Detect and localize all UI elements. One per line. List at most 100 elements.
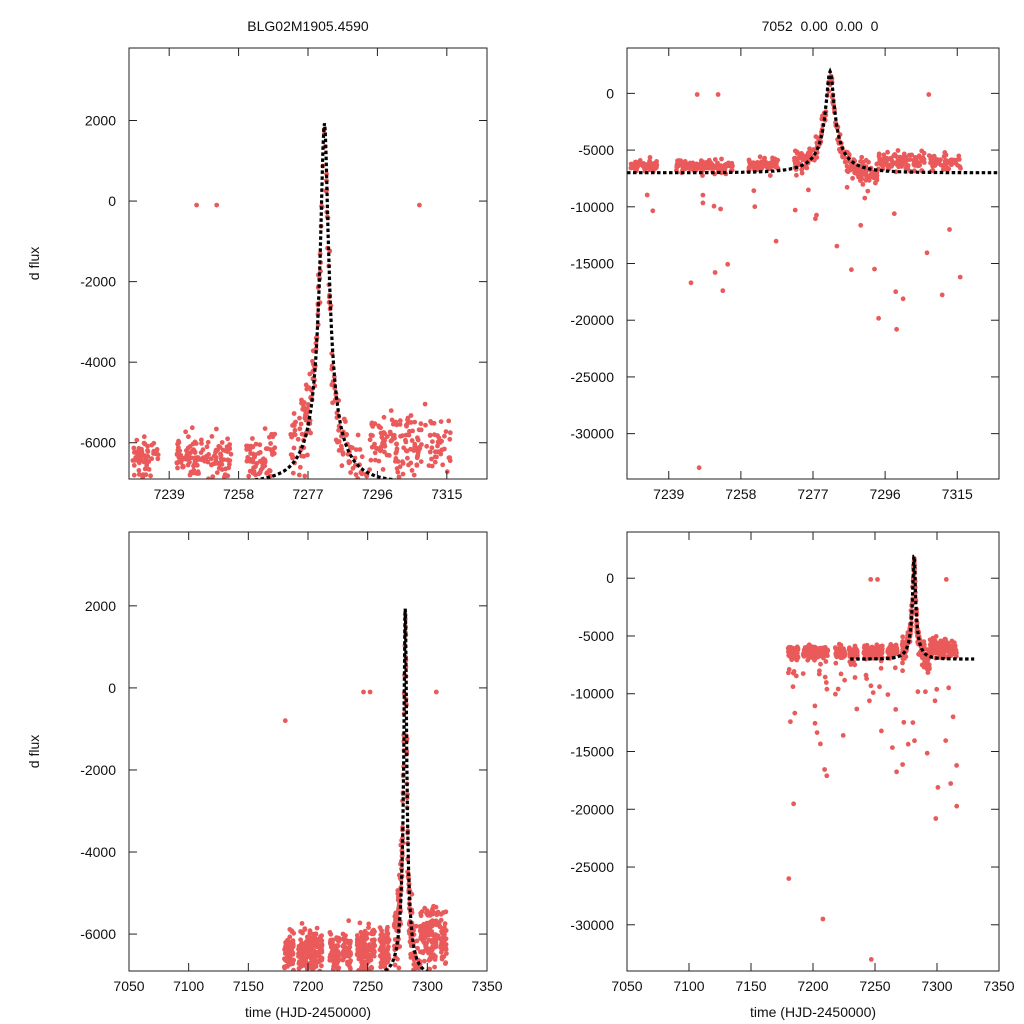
data-point: [927, 637, 933, 643]
data-point: [199, 441, 204, 446]
data-point: [385, 945, 391, 950]
data-point: [430, 909, 436, 914]
data-point: [356, 968, 361, 971]
data-point: [181, 464, 186, 470]
data-point: [823, 659, 829, 664]
data-point: [149, 456, 155, 462]
data-point: [926, 92, 932, 97]
data-point: [297, 426, 303, 432]
data-point: [342, 939, 348, 944]
data-point: [347, 965, 353, 970]
data-point: [298, 937, 303, 943]
data-point: [314, 925, 320, 931]
data-point: [715, 92, 721, 97]
data-point: [354, 936, 360, 942]
y-tick-label: 0: [108, 680, 116, 696]
data-point: [878, 647, 884, 653]
data-point: [751, 164, 756, 170]
data-point: [923, 664, 928, 670]
data-point: [761, 156, 767, 162]
data-point: [824, 649, 830, 654]
data-point: [291, 930, 297, 936]
data-point: [909, 152, 915, 158]
data-point: [293, 419, 298, 425]
data-point: [354, 933, 360, 938]
data-point: [366, 921, 372, 927]
data-point: [858, 222, 864, 228]
data-point: [299, 453, 304, 459]
data-point: [372, 450, 378, 456]
data-point: [419, 909, 425, 914]
data-point: [302, 926, 308, 931]
data-point: [336, 935, 342, 941]
data-point: [208, 456, 214, 462]
y-tick-label: -30000: [570, 917, 614, 933]
data-point: [225, 436, 231, 442]
data-point: [137, 456, 143, 462]
data-point: [894, 769, 899, 775]
data-point: [408, 413, 414, 418]
data-point: [833, 660, 839, 666]
data-point: [793, 653, 799, 659]
data-point: [841, 654, 846, 659]
data-point: [890, 745, 895, 750]
data-point: [362, 928, 368, 934]
data-point: [814, 212, 819, 218]
x-tick-label: 7277: [797, 486, 828, 502]
data-point: [428, 956, 433, 962]
data-point: [262, 459, 268, 465]
data-point: [199, 457, 205, 463]
data-point: [360, 935, 366, 941]
data-point: [649, 162, 655, 168]
data-point: [327, 930, 333, 935]
data-point: [141, 434, 147, 440]
data-point: [676, 159, 682, 165]
x-tick-label: 7050: [611, 978, 642, 994]
data-point: [924, 750, 930, 756]
data-point: [329, 949, 335, 955]
data-point: [310, 358, 315, 364]
model-curve: [627, 67, 999, 175]
data-point: [309, 965, 315, 971]
data-point: [447, 436, 453, 442]
data-point: [422, 958, 427, 964]
data-point: [849, 163, 854, 168]
data-point: [405, 417, 410, 423]
x-tick-label: 7250: [352, 978, 383, 994]
data-point: [868, 174, 874, 179]
data-point: [205, 439, 211, 445]
data-point: [787, 648, 792, 654]
data-point: [640, 163, 646, 169]
data-point: [175, 451, 180, 456]
data-point: [302, 473, 308, 479]
data-point: [866, 177, 872, 183]
data-point: [443, 960, 449, 966]
data-point: [291, 967, 296, 971]
data-point: [930, 640, 936, 646]
data-point: [418, 421, 424, 427]
data-points: [281, 612, 449, 971]
figure-title-right: 7052 0.00 0.00 0: [761, 18, 879, 34]
data-point: [369, 965, 375, 971]
data-point: [222, 472, 228, 477]
data-point: [384, 927, 390, 932]
data-point: [412, 441, 418, 447]
data-point: [687, 160, 693, 166]
data-point: [812, 703, 818, 709]
data-point: [317, 968, 323, 971]
data-point: [298, 421, 304, 427]
data-point: [751, 188, 757, 194]
data-point: [868, 957, 874, 962]
data-point: [900, 634, 906, 640]
x-tick-label: 7050: [113, 978, 144, 994]
data-point: [315, 938, 321, 943]
data-point: [812, 657, 817, 663]
data-point: [307, 928, 313, 934]
data-point: [286, 951, 292, 957]
data-point: [346, 918, 352, 924]
x-tick-label: 7277: [292, 486, 323, 502]
data-point: [928, 154, 933, 159]
data-point: [432, 454, 438, 460]
data-point: [194, 462, 200, 468]
data-point: [388, 438, 394, 444]
